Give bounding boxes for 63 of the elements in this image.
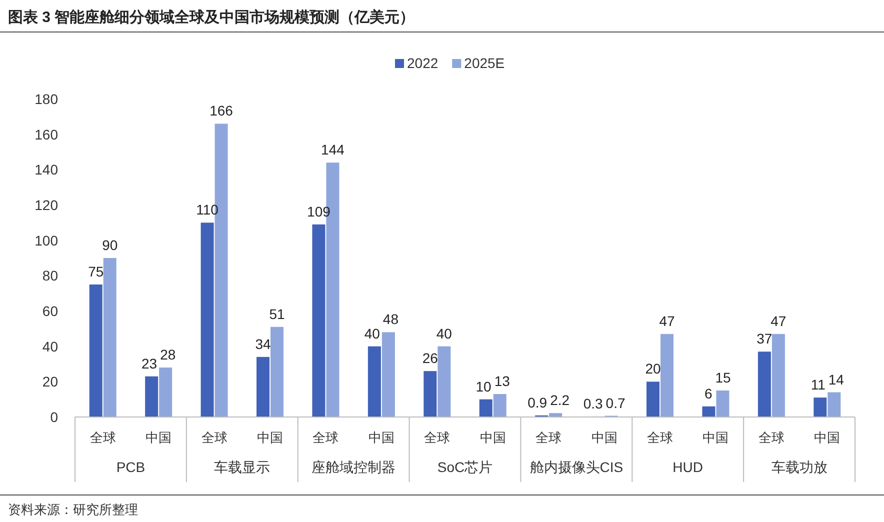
text: PCB [116, 459, 146, 475]
y-tick-label: 60 [42, 303, 58, 319]
chart-title: 图表 3 智能座舱细分领域全球及中国市场规模预测（亿美元） [8, 8, 415, 26]
data-label: 144 [321, 142, 345, 158]
y-tick-label: 160 [34, 126, 58, 142]
text: 车载显示 [214, 459, 270, 475]
x-tick-label: 全球 [536, 430, 562, 445]
x-tick-label: 全球 [312, 430, 339, 445]
y-tick-label: 120 [34, 197, 58, 213]
data-label: 0.7 [606, 394, 626, 411]
legend-label: 2025E [464, 55, 505, 71]
data-label: 48 [382, 311, 399, 328]
x-tick-label: 全球 [90, 430, 116, 445]
y-tick-label: 40 [42, 338, 58, 354]
x-tick-label: 全球 [201, 430, 228, 445]
data-label: 40 [436, 325, 452, 342]
x-tick-label: 全球 [424, 430, 450, 445]
data-label: 28 [160, 346, 176, 363]
text: 资料来源：研究所整理 [8, 502, 138, 517]
y-tick-label: 180 [34, 91, 58, 107]
legend-label: 2022 [407, 55, 438, 71]
data-label: 15 [715, 370, 732, 386]
data-label: 47 [659, 312, 675, 329]
data-label: 0.9 [528, 394, 548, 410]
x-tick-label: 中国 [702, 430, 729, 445]
x-tick-label: 中国 [480, 430, 506, 445]
data-label: 51 [269, 306, 285, 322]
data-label: 90 [102, 237, 118, 253]
x-tick-label: 全球 [647, 430, 673, 445]
data-label: 14 [828, 371, 844, 388]
x-tick-label: 中国 [591, 430, 618, 445]
y-tick-label: 140 [34, 162, 58, 178]
data-label: 110 [196, 202, 219, 218]
data-label: 20 [645, 360, 661, 377]
data-label: 37 [756, 330, 772, 347]
data-label: 13 [494, 373, 510, 390]
text: 舱内摄像头CIS [530, 459, 624, 475]
data-label: 47 [770, 312, 786, 329]
text: SoC芯片 [437, 459, 493, 475]
y-tick-label: 80 [42, 268, 58, 284]
data-label: 109 [307, 203, 331, 220]
data-label: 75 [88, 264, 104, 280]
text: 车载功放 [771, 459, 828, 475]
data-label: 23 [141, 355, 158, 372]
data-label: 26 [422, 350, 438, 366]
x-tick-label: 中国 [368, 430, 394, 445]
data-label: 166 [210, 102, 234, 119]
x-tick-label: 中国 [257, 430, 283, 445]
text: 座舱域控制器 [312, 459, 396, 475]
y-tick-label: 0 [50, 409, 58, 425]
x-tick-label: 全球 [758, 430, 784, 445]
data-label: 40 [364, 325, 380, 342]
y-tick-label: 100 [34, 232, 58, 248]
data-label: 2.2 [550, 392, 570, 408]
data-label: 11 [810, 376, 826, 393]
data-label: 0.3 [583, 395, 603, 412]
y-tick-label: 20 [42, 374, 58, 390]
data-label: 10 [476, 378, 492, 394]
data-label: 34 [255, 336, 271, 352]
x-tick-label: 中国 [146, 430, 172, 445]
data-label: 6 [704, 385, 712, 402]
text: HUD [672, 459, 704, 475]
x-tick-label: 中国 [814, 430, 840, 445]
